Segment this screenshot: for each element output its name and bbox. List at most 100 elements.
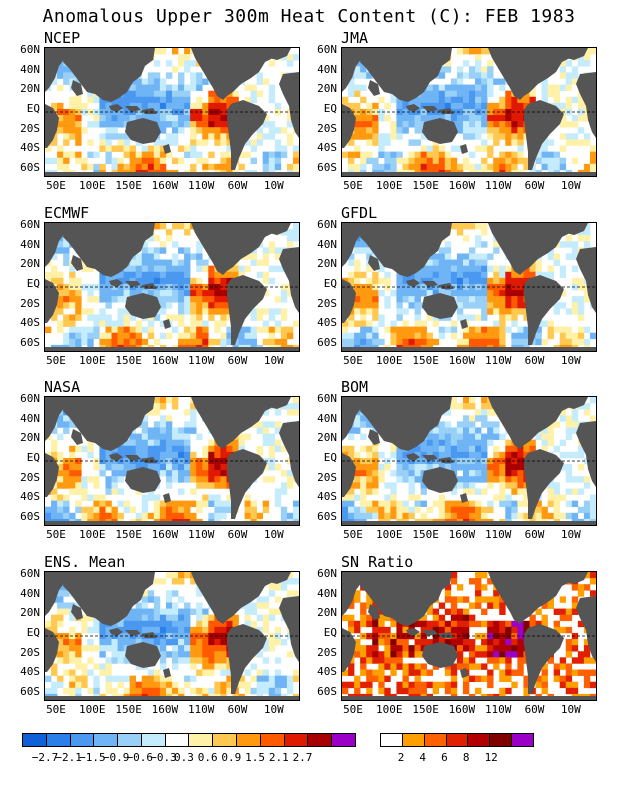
grid-cell bbox=[462, 102, 470, 110]
grid-cell bbox=[420, 512, 427, 520]
grid-cell bbox=[274, 127, 282, 134]
grid-cell bbox=[475, 235, 482, 242]
grid-cell bbox=[147, 145, 155, 152]
grid-cell bbox=[456, 639, 464, 646]
grid-cell bbox=[390, 512, 397, 520]
grid-cell bbox=[499, 669, 506, 676]
grid-cell bbox=[487, 308, 494, 315]
grid-cell bbox=[153, 451, 161, 459]
grid-cell bbox=[408, 121, 415, 128]
grid-cell bbox=[475, 66, 482, 73]
grid-cell bbox=[105, 115, 112, 122]
grid-cell bbox=[414, 121, 421, 128]
grid-cell bbox=[444, 669, 452, 676]
grid-cell bbox=[481, 332, 488, 340]
grid-cell bbox=[208, 451, 215, 459]
grid-cell bbox=[220, 663, 227, 670]
grid-cell bbox=[262, 78, 270, 85]
grid-cell bbox=[456, 290, 464, 297]
grid-cell bbox=[196, 102, 203, 110]
grid-cell bbox=[390, 651, 397, 658]
grid-cell bbox=[99, 296, 106, 303]
grid-cell bbox=[426, 506, 434, 514]
grid-cell bbox=[420, 687, 427, 695]
grid-cell bbox=[165, 596, 173, 603]
grid-cell bbox=[487, 296, 494, 303]
grid-cell bbox=[51, 445, 58, 453]
grid-cell bbox=[202, 157, 209, 165]
grid-cell bbox=[147, 235, 155, 242]
y-tick-label: 40N bbox=[317, 411, 337, 425]
grid-cell bbox=[250, 663, 257, 670]
grid-cell bbox=[432, 253, 440, 260]
grid-cell bbox=[535, 338, 542, 346]
grid-cell bbox=[274, 500, 282, 508]
grid-cell bbox=[184, 90, 191, 98]
grid-cell bbox=[432, 90, 440, 98]
grid-cell bbox=[220, 320, 227, 327]
grid-cell bbox=[57, 614, 64, 622]
grid-cell bbox=[378, 145, 385, 152]
grid-cell bbox=[178, 488, 185, 495]
grid-cell bbox=[178, 247, 185, 254]
grid-cell bbox=[402, 157, 409, 165]
grid-cell bbox=[147, 614, 155, 622]
grid-cell bbox=[286, 470, 294, 477]
grid-cell bbox=[117, 338, 124, 346]
grid-cell bbox=[268, 608, 276, 615]
grid-cell bbox=[159, 308, 167, 315]
grid-cell bbox=[184, 223, 191, 230]
grid-cell bbox=[559, 66, 567, 73]
grid-cell bbox=[63, 427, 70, 434]
grid-cell bbox=[220, 302, 227, 309]
grid-cell bbox=[493, 139, 500, 146]
grid-cell bbox=[366, 121, 373, 128]
grid-cell bbox=[153, 60, 161, 67]
grid-cell bbox=[69, 133, 76, 140]
colorbar-swatch bbox=[141, 734, 166, 746]
grid-cell bbox=[75, 283, 82, 291]
grid-cell bbox=[117, 651, 124, 658]
grid-cell bbox=[487, 433, 494, 440]
grid-cell bbox=[202, 657, 209, 664]
grid-cell bbox=[57, 277, 64, 285]
grid-cell bbox=[178, 645, 185, 652]
grid-cell bbox=[444, 90, 452, 98]
grid-cell bbox=[475, 259, 482, 266]
grid-cell bbox=[372, 338, 379, 346]
grid-cell bbox=[117, 620, 124, 628]
panel-title: NCEP bbox=[44, 29, 81, 47]
grid-cell bbox=[450, 681, 458, 689]
grid-cell bbox=[286, 121, 294, 128]
grid-cell bbox=[111, 338, 118, 346]
grid-cell bbox=[360, 488, 367, 495]
grid-cell bbox=[238, 681, 245, 689]
x-tick-label: 50E bbox=[343, 528, 363, 541]
grid-cell bbox=[99, 445, 106, 453]
grid-cell bbox=[342, 494, 349, 501]
x-tick-label: 100E bbox=[376, 179, 403, 192]
grid-cell bbox=[184, 290, 191, 297]
grid-cell bbox=[268, 451, 276, 459]
grid-cell bbox=[517, 476, 524, 483]
grid-cell bbox=[244, 84, 251, 91]
grid-cell bbox=[159, 645, 167, 652]
grid-cell bbox=[87, 445, 94, 453]
figure-title: Anomalous Upper 300m Heat Content (C): F… bbox=[42, 6, 576, 27]
grid-cell bbox=[390, 290, 397, 297]
map-panel bbox=[341, 222, 597, 352]
grid-cell bbox=[256, 651, 264, 658]
grid-cell bbox=[208, 669, 215, 676]
grid-cell bbox=[184, 332, 191, 340]
grid-cell bbox=[384, 663, 391, 670]
grid-cell bbox=[129, 608, 137, 615]
grid-cell bbox=[196, 464, 203, 471]
grid-cell bbox=[214, 451, 221, 459]
grid-cell bbox=[444, 439, 452, 447]
grid-cell bbox=[292, 235, 299, 242]
grid-cell bbox=[99, 506, 106, 514]
grid-cell bbox=[184, 145, 191, 152]
grid-cell bbox=[165, 102, 173, 110]
grid-cell bbox=[475, 96, 482, 104]
grid-cell bbox=[360, 308, 367, 315]
